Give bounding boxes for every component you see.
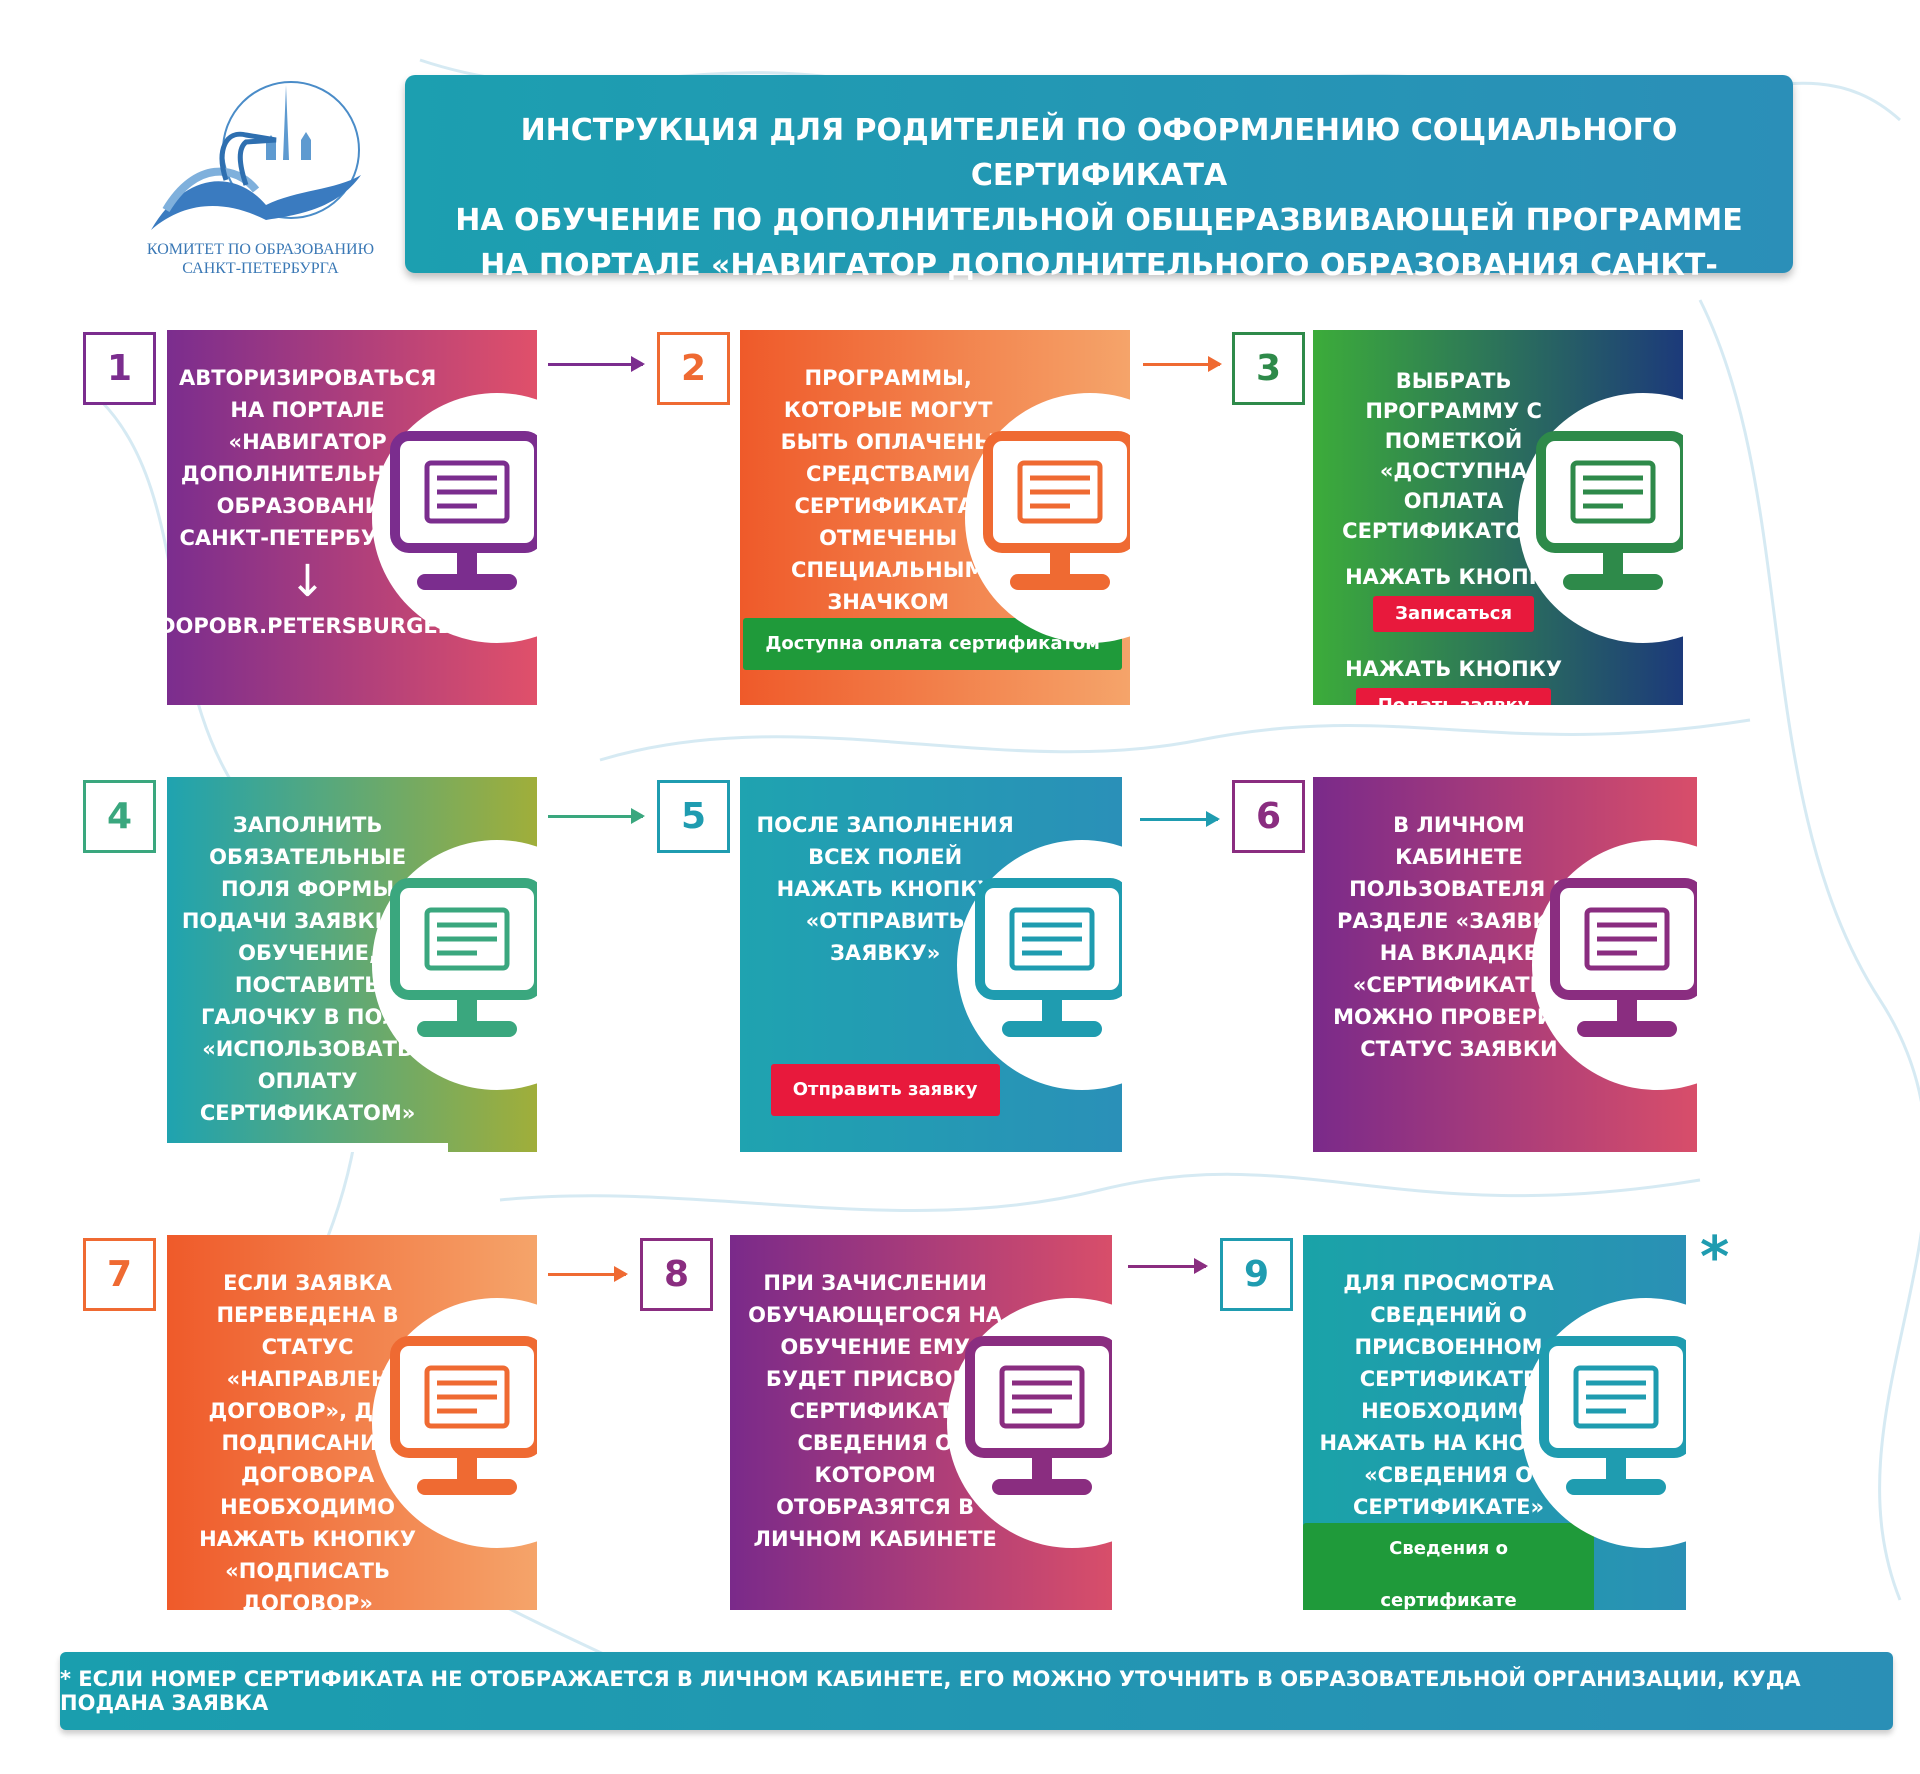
cursor-list-icon xyxy=(975,877,1122,1037)
use-certificate-checkbox[interactable]: ✓Использовать оплату сертификатом xyxy=(167,1143,449,1152)
step-number: 5 xyxy=(657,780,730,853)
next-step-arrow xyxy=(1128,1258,1208,1274)
next-step-arrow xyxy=(1140,811,1220,827)
form-icon xyxy=(390,877,537,1037)
step-card-5: ПОСЛЕ ЗАПОЛНЕНИЯ ВСЕХ ПОЛЕЙ НАЖАТЬ КНОПК… xyxy=(740,777,1122,1152)
magnifier-certificate-icon xyxy=(1539,1335,1686,1495)
step-number: 9 xyxy=(1220,1238,1293,1311)
step-text-3: НАЖАТЬ КНОПКУ xyxy=(1345,657,1563,681)
logo-text-line1: КОМИТЕТ ПО ОБРАЗОВАНИЮ xyxy=(146,241,375,258)
step-number: 4 xyxy=(83,780,156,853)
gear-hand-icon xyxy=(390,430,537,590)
step-number: 7 xyxy=(83,1238,156,1311)
checklist-icon xyxy=(983,430,1130,590)
ruble-hand-icon xyxy=(1536,430,1683,590)
step-text: ЕСЛИ ЗАЯВКА ПЕРЕВЕДЕНА В СТАТУС «НАПРАВЛ… xyxy=(199,1271,417,1610)
title-line2: НА ОБУЧЕНИЕ ПО ДОПОЛНИТЕЛЬНОЙ ОБЩЕРАЗВИВ… xyxy=(455,203,1743,238)
logo-emblem-icon xyxy=(150,81,361,230)
step-card-7: ЕСЛИ ЗАЯВКА ПЕРЕВЕДЕНА В СТАТУС «НАПРАВЛ… xyxy=(167,1235,537,1610)
step-5-button[interactable]: Отправить заявку xyxy=(770,1064,1000,1116)
footer-note: * ЕСЛИ НОМЕР СЕРТИФИКАТА НЕ ОТОБРАЖАЕТСЯ… xyxy=(60,1652,1893,1730)
step-text-2: НАЖАТЬ КНОПКУ xyxy=(1345,565,1563,589)
step-card-3: ВЫБРАТЬ ПРОГРАММУ С ПОМЕТКОЙ «ДОСТУПНА О… xyxy=(1313,330,1683,705)
next-step-arrow xyxy=(548,356,645,372)
signed-document-icon xyxy=(390,1335,537,1495)
logo: КОМИТЕТ ПО ОБРАЗОВАНИЮ САНКТ-ПЕТЕРБУРГА xyxy=(128,80,393,280)
page-title: ИНСТРУКЦИЯ ДЛЯ РОДИТЕЛЕЙ ПО ОФОРМЛЕНИЮ С… xyxy=(405,75,1793,328)
step-card-8: ПРИ ЗАЧИСЛЕНИИ ОБУЧАЮЩЕГОСЯ НА ОБУЧЕНИЕ … xyxy=(730,1235,1112,1610)
step-card-4: ЗАПОЛНИТЬ ОБЯЗАТЕЛЬНЫЕ ПОЛЯ ФОРМЫ ПОДАЧИ… xyxy=(167,777,537,1152)
step-text: ПРИ ЗАЧИСЛЕНИИ ОБУЧАЮЩЕГОСЯ НА ОБУЧЕНИЕ … xyxy=(748,1271,1003,1551)
step-card-2: ПРОГРАММЫ, КОТОРЫЕ МОГУТ БЫТЬ ОПЛАЧЕНЫ С… xyxy=(740,330,1130,705)
step-number: 6 xyxy=(1232,780,1305,853)
checkbox-label: Использовать оплату сертификатом xyxy=(211,1151,436,1152)
step-number: 2 xyxy=(657,332,730,405)
asterisk-mark: * xyxy=(1700,1225,1730,1290)
submit-application-button[interactable]: Подать заявку xyxy=(1355,688,1552,705)
next-step-arrow xyxy=(548,1266,628,1282)
step-9-button[interactable]: Сведения о сертификате xyxy=(1303,1523,1595,1610)
certificate-icon xyxy=(965,1335,1112,1495)
step-number: 8 xyxy=(640,1238,713,1311)
title-line1: ИНСТРУКЦИЯ ДЛЯ РОДИТЕЛЕЙ ПО ОФОРМЛЕНИЮ С… xyxy=(520,113,1678,193)
user-document-icon xyxy=(1550,877,1697,1037)
logo-text-line2: САНКТ-ПЕТЕРБУРГА xyxy=(182,260,339,277)
step-card-9: ДЛЯ ПРОСМОТРА СВЕДЕНИЙ О ПРИСВОЕННОМ СЕР… xyxy=(1303,1235,1686,1610)
enroll-button[interactable]: Записаться xyxy=(1373,596,1535,632)
next-step-arrow xyxy=(1143,356,1222,372)
down-arrow: ↓ xyxy=(289,556,327,607)
step-number: 3 xyxy=(1232,332,1305,405)
next-step-arrow xyxy=(548,808,645,824)
title-line3: НА ПОРТАЛЕ «НАВИГАТОР ДОПОЛНИТЕЛЬНОГО ОБ… xyxy=(480,248,1718,328)
step-text: ПОСЛЕ ЗАПОЛНЕНИЯ ВСЕХ ПОЛЕЙ НАЖАТЬ КНОПК… xyxy=(756,813,1014,965)
step-text: ПРОГРАММЫ, КОТОРЫЕ МОГУТ БЫТЬ ОПЛАЧЕНЫ С… xyxy=(780,366,996,614)
step-text: ДЛЯ ПРОСМОТРА СВЕДЕНИЙ О ПРИСВОЕННОМ СЕР… xyxy=(1319,1271,1578,1519)
step-card-1: АВТОРИЗИРОВАТЬСЯ НА ПОРТАЛЕ «НАВИГАТОР Д… xyxy=(167,330,537,705)
step-card-6: В ЛИЧНОМ КАБИНЕТЕ ПОЛЬЗОВАТЕЛЯ В РАЗДЕЛЕ… xyxy=(1313,777,1697,1152)
step-number: 1 xyxy=(83,332,156,405)
